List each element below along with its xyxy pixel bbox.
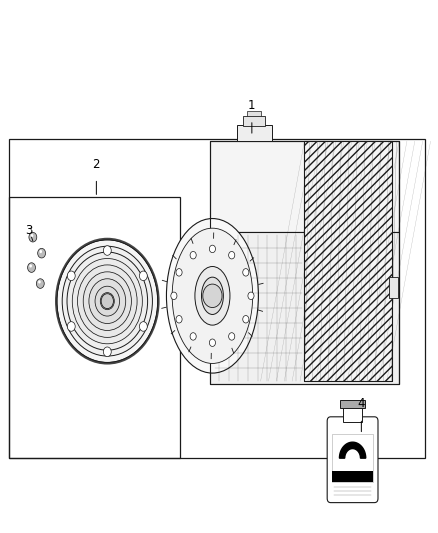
Circle shape [83,272,131,330]
Circle shape [103,347,111,357]
Circle shape [243,316,249,323]
Bar [340,400,365,408]
Circle shape [171,292,177,300]
Circle shape [72,259,142,344]
Circle shape [67,322,75,331]
Text: 3: 3 [25,224,32,237]
Circle shape [101,294,113,309]
Circle shape [243,269,249,276]
Ellipse shape [201,277,223,314]
Bar [332,434,373,482]
Circle shape [248,292,254,300]
Circle shape [103,246,111,255]
Circle shape [229,333,235,340]
Circle shape [95,286,120,316]
Circle shape [176,316,182,323]
Polygon shape [210,141,399,232]
Circle shape [67,271,75,280]
Circle shape [39,250,42,253]
Bar [9,197,180,458]
Circle shape [38,280,41,284]
Polygon shape [304,141,392,381]
Bar [332,471,373,482]
Circle shape [209,245,215,253]
Circle shape [139,322,147,331]
Circle shape [89,279,126,324]
Circle shape [38,248,46,258]
Circle shape [67,252,148,350]
Circle shape [209,339,215,346]
Text: 1: 1 [248,99,256,112]
FancyBboxPatch shape [327,417,378,503]
Circle shape [29,264,32,268]
Circle shape [190,252,196,259]
Circle shape [78,265,137,337]
Circle shape [57,240,158,362]
Circle shape [176,269,182,276]
Circle shape [28,263,35,272]
Ellipse shape [172,228,253,364]
Circle shape [62,246,152,356]
Circle shape [100,293,114,310]
Circle shape [29,232,37,242]
Circle shape [31,234,33,237]
Circle shape [190,333,196,340]
Bar [237,125,272,141]
Circle shape [203,284,222,308]
Bar [389,277,398,298]
Ellipse shape [195,266,230,325]
Bar [9,139,425,458]
Bar [243,116,265,126]
Circle shape [229,252,235,259]
Circle shape [36,279,44,288]
Text: 4: 4 [357,398,365,410]
Polygon shape [339,442,366,458]
Circle shape [139,271,147,280]
Ellipse shape [166,219,258,373]
Bar [343,407,362,422]
Bar [247,111,261,116]
Text: 2: 2 [92,158,100,171]
Polygon shape [210,232,399,384]
